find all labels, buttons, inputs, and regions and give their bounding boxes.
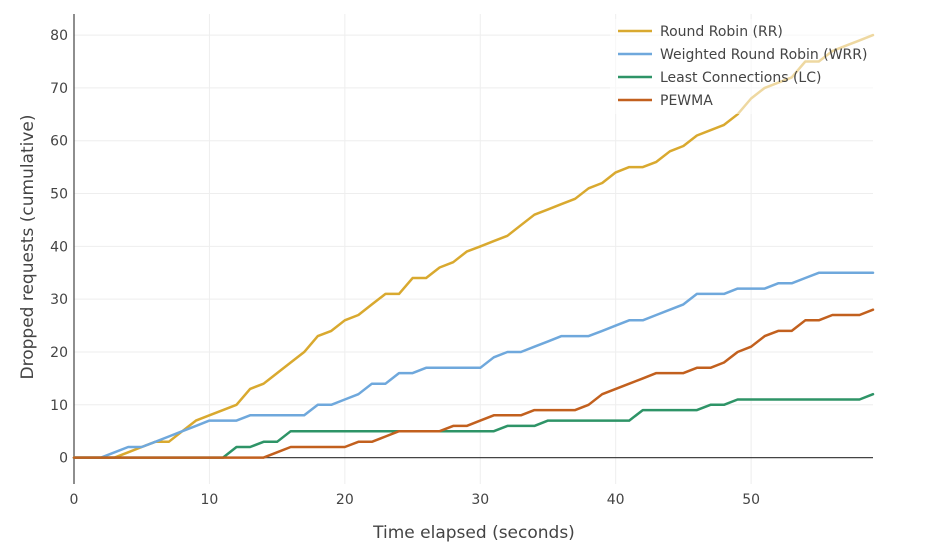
x-tick-label: 0 xyxy=(70,492,79,508)
series-line-weighted-round-robin-wrr xyxy=(72,271,875,459)
x-axis-title: Time elapsed (seconds) xyxy=(372,523,575,543)
y-tick-label: 40 xyxy=(50,239,68,255)
y-tick-label: 30 xyxy=(50,292,68,308)
legend-label-weighted-round-robin-wrr: Weighted Round Robin (WRR) xyxy=(660,47,867,63)
y-tick-label: 60 xyxy=(50,134,68,150)
y-tick-label: 70 xyxy=(50,81,68,97)
y-tick-label: 20 xyxy=(50,345,68,361)
y-tick-label: 50 xyxy=(50,187,68,203)
x-tick-label: 10 xyxy=(201,492,219,508)
x-tick-label: 30 xyxy=(471,492,489,508)
legend-background xyxy=(610,19,890,114)
x-tick-label: 50 xyxy=(742,492,760,508)
y-tick-label: 0 xyxy=(59,451,68,467)
legend-label-least-connections-lc: Least Connections (LC) xyxy=(660,70,821,86)
y-tick-label: 80 xyxy=(50,28,68,44)
y-tick-label: 10 xyxy=(50,398,68,414)
x-tick-label: 40 xyxy=(607,492,625,508)
legend: Round Robin (RR) Weighted Round Robin (WR… xyxy=(610,19,890,114)
legend-label-pewma: PEWMA xyxy=(660,93,713,109)
series-line-pewma xyxy=(72,308,875,459)
legend-label-round-robin-rr: Round Robin (RR) xyxy=(660,24,783,40)
axes: 0 10 20 30 40 50 0 10 20 30 40 50 60 70 80 xyxy=(50,14,873,508)
x-tick-label: 20 xyxy=(336,492,354,508)
y-axis-title: Dropped requests (cumulative) xyxy=(18,115,38,380)
